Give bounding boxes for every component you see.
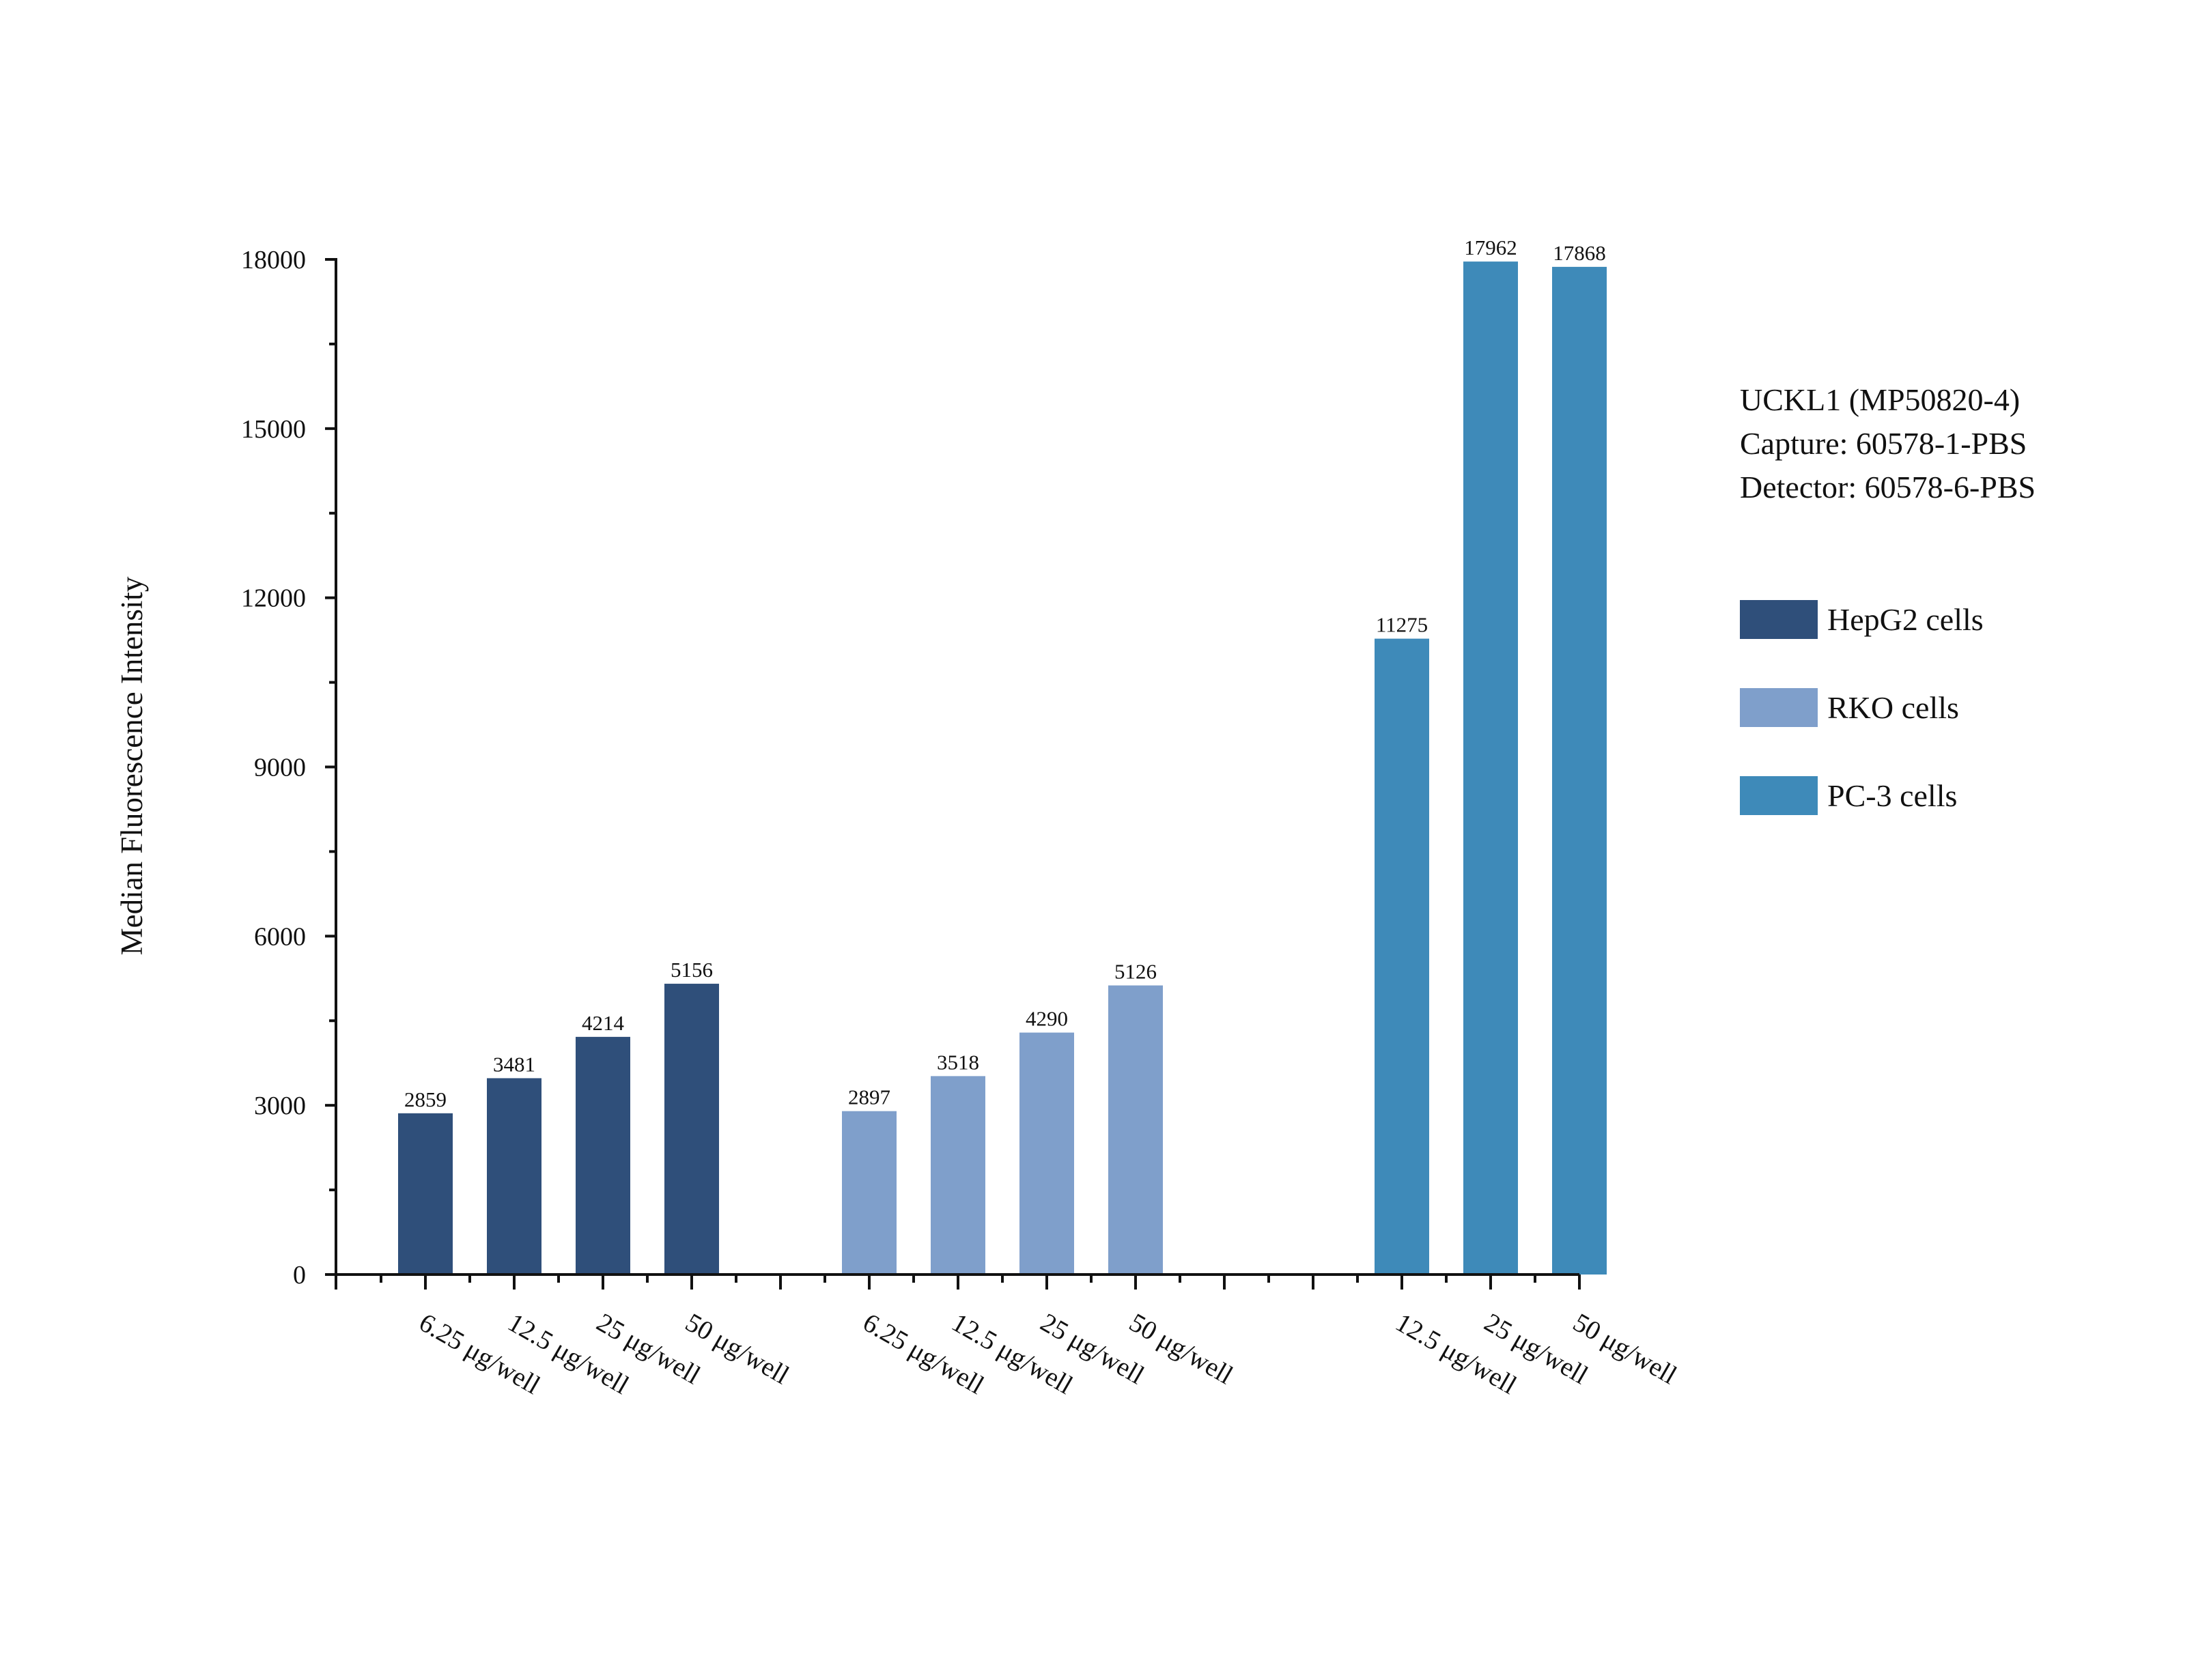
bar [664,984,719,1275]
y-tick-label: 3000 [254,1092,306,1120]
y-axis-label: Median Fluorescence Intensity [115,576,149,955]
annotation-line: Detector: 60578-6-PBS [1740,470,2036,504]
bar [1552,266,1607,1275]
bar [931,1076,985,1275]
data-label: 5126 [1114,960,1157,984]
y-tick-label: 12000 [241,584,306,613]
y-tick-label: 0 [293,1261,306,1290]
y-tick-label: 9000 [254,754,306,782]
bar [576,1036,630,1275]
y-tick-label: 6000 [254,922,306,951]
data-label: 3518 [937,1050,979,1074]
y-axis: 0 3000 6000 9000 12000 15000 18000 [241,246,337,1290]
bar [1375,638,1429,1275]
data-label: 2859 [404,1087,447,1111]
chart-annotation: UCKL1 (MP50820-4) Capture: 60578-1-PBS Det… [1740,382,2036,504]
data-label: 5156 [671,958,713,982]
legend-label: HepG2 cells [1827,602,1984,637]
y-tick-label: 18000 [241,246,306,274]
legend-swatch [1740,776,1818,815]
legend-label: PC-3 cells [1827,778,1957,813]
annotation-line: Capture: 60578-1-PBS [1740,426,2027,461]
bars: 2859 3481 4214 5156 2897 3518 4290 5126 11275 179… [398,236,1607,1275]
legend: HepG2 cells RKO cells PC-3 cells [1740,600,1984,815]
bar [842,1111,897,1275]
data-label: 2897 [848,1085,890,1109]
bar [1463,261,1518,1275]
data-label: 11275 [1376,613,1428,637]
bar [1019,1032,1074,1275]
bar [1108,985,1163,1275]
annotation-line: UCKL1 (MP50820-4) [1740,382,2020,417]
data-label: 3481 [493,1052,535,1076]
y-tick-label: 15000 [241,415,306,444]
data-label: 17962 [1464,236,1517,259]
data-label: 4290 [1026,1007,1068,1031]
legend-swatch [1740,688,1818,727]
data-label: 17868 [1553,241,1606,265]
data-label: 4214 [582,1011,625,1035]
bar [398,1113,453,1275]
legend-label: RKO cells [1827,690,1959,725]
bar [487,1078,541,1275]
legend-swatch [1740,600,1818,639]
